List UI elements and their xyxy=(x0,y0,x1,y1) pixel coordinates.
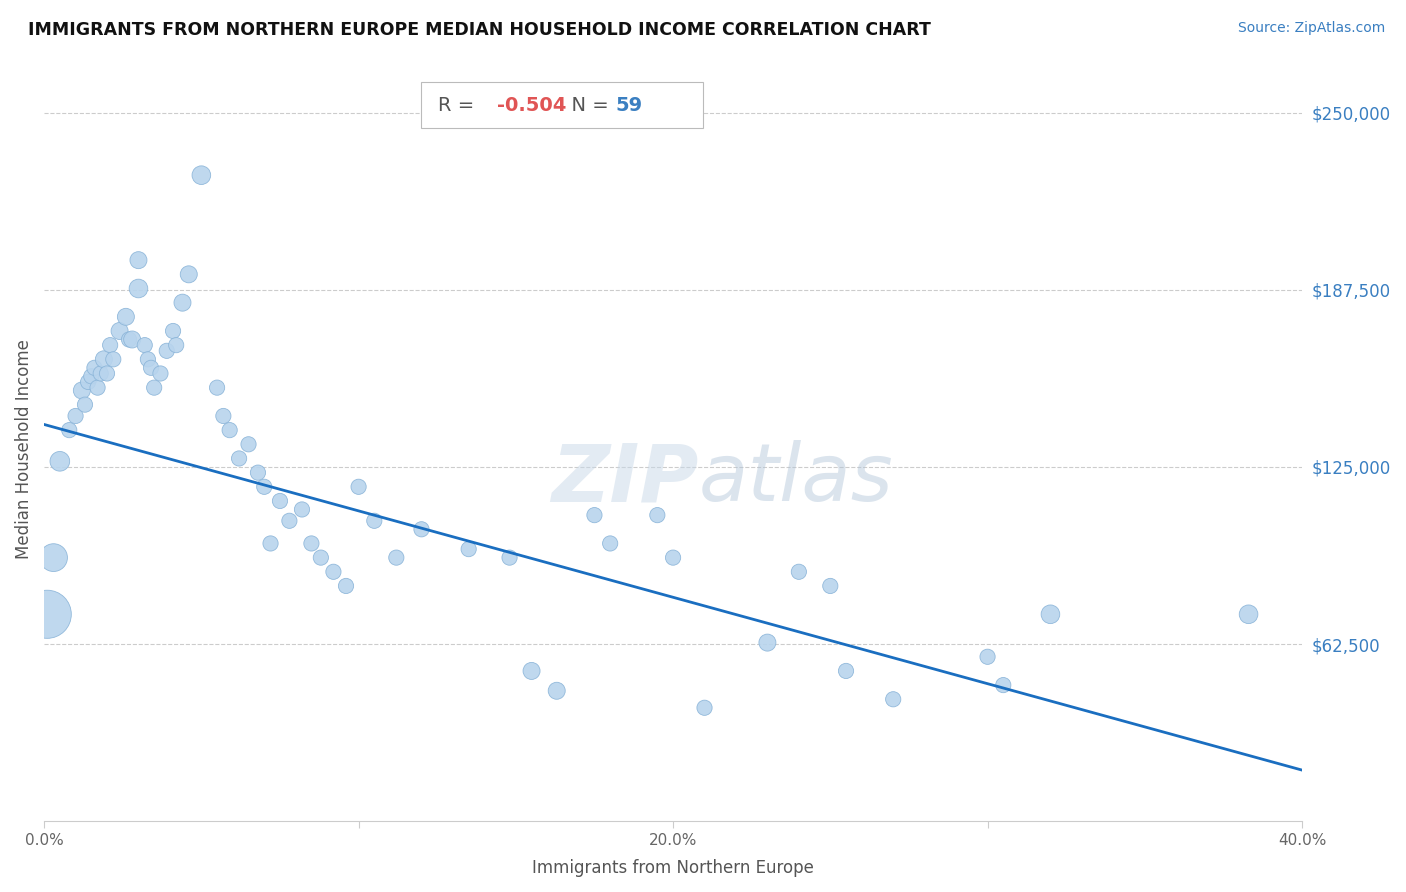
Point xyxy=(498,550,520,565)
Point xyxy=(1237,607,1260,622)
Point xyxy=(96,367,118,381)
Point xyxy=(70,384,93,398)
Point xyxy=(322,565,344,579)
Point xyxy=(662,550,685,565)
Point xyxy=(1039,607,1062,622)
Y-axis label: Median Household Income: Median Household Income xyxy=(15,339,32,559)
Point xyxy=(65,409,87,423)
Point xyxy=(993,678,1015,692)
Point xyxy=(335,579,357,593)
Point xyxy=(80,369,103,384)
Point xyxy=(820,579,842,593)
Text: ZIP: ZIP xyxy=(551,440,699,518)
Text: atlas: atlas xyxy=(699,440,893,518)
Point xyxy=(411,522,433,536)
Point xyxy=(228,451,250,466)
Point xyxy=(583,508,606,522)
Point xyxy=(269,494,291,508)
Point xyxy=(457,542,479,557)
Point xyxy=(90,367,112,381)
Point xyxy=(103,352,125,367)
Point xyxy=(599,536,621,550)
Point xyxy=(93,352,115,367)
Point xyxy=(58,423,80,437)
Point xyxy=(835,664,858,678)
Point xyxy=(546,683,568,698)
Text: R =: R = xyxy=(439,95,481,114)
Point xyxy=(787,565,810,579)
Point xyxy=(238,437,260,451)
Point xyxy=(693,700,716,714)
Point xyxy=(162,324,184,338)
Point xyxy=(299,536,322,550)
Point xyxy=(149,367,172,381)
Text: IMMIGRANTS FROM NORTHERN EUROPE MEDIAN HOUSEHOLD INCOME CORRELATION CHART: IMMIGRANTS FROM NORTHERN EUROPE MEDIAN H… xyxy=(28,21,931,38)
Text: -0.504: -0.504 xyxy=(498,95,567,114)
Point xyxy=(291,502,314,516)
Point xyxy=(143,381,166,395)
Point xyxy=(882,692,904,706)
Point xyxy=(756,635,779,649)
Point xyxy=(212,409,235,423)
Point xyxy=(976,649,998,664)
Point xyxy=(156,343,179,358)
Point xyxy=(165,338,187,352)
Point xyxy=(77,375,100,389)
Point xyxy=(190,168,212,182)
Point xyxy=(42,550,65,565)
Point xyxy=(385,550,408,565)
Point xyxy=(121,333,143,347)
Point xyxy=(205,381,228,395)
Point xyxy=(647,508,669,522)
Point xyxy=(127,253,149,268)
Point xyxy=(86,381,108,395)
Point xyxy=(139,360,162,375)
Text: 59: 59 xyxy=(616,95,643,114)
Point xyxy=(177,268,200,282)
Point xyxy=(363,514,385,528)
Point xyxy=(37,607,59,622)
Point xyxy=(115,310,138,324)
X-axis label: Immigrants from Northern Europe: Immigrants from Northern Europe xyxy=(531,859,814,877)
Point xyxy=(134,338,156,352)
Point xyxy=(253,480,276,494)
Point xyxy=(172,295,194,310)
Point xyxy=(309,550,332,565)
Point xyxy=(520,664,543,678)
Point xyxy=(347,480,370,494)
Point xyxy=(218,423,240,437)
Point xyxy=(118,333,141,347)
Point xyxy=(246,466,269,480)
Point xyxy=(83,360,105,375)
Point xyxy=(136,352,159,367)
Point xyxy=(73,398,96,412)
Point xyxy=(278,514,301,528)
Point xyxy=(98,338,121,352)
Point xyxy=(108,324,131,338)
Point xyxy=(49,454,72,468)
Point xyxy=(259,536,281,550)
Text: Source: ZipAtlas.com: Source: ZipAtlas.com xyxy=(1237,21,1385,35)
Point xyxy=(127,281,149,295)
Text: N =: N = xyxy=(560,95,616,114)
